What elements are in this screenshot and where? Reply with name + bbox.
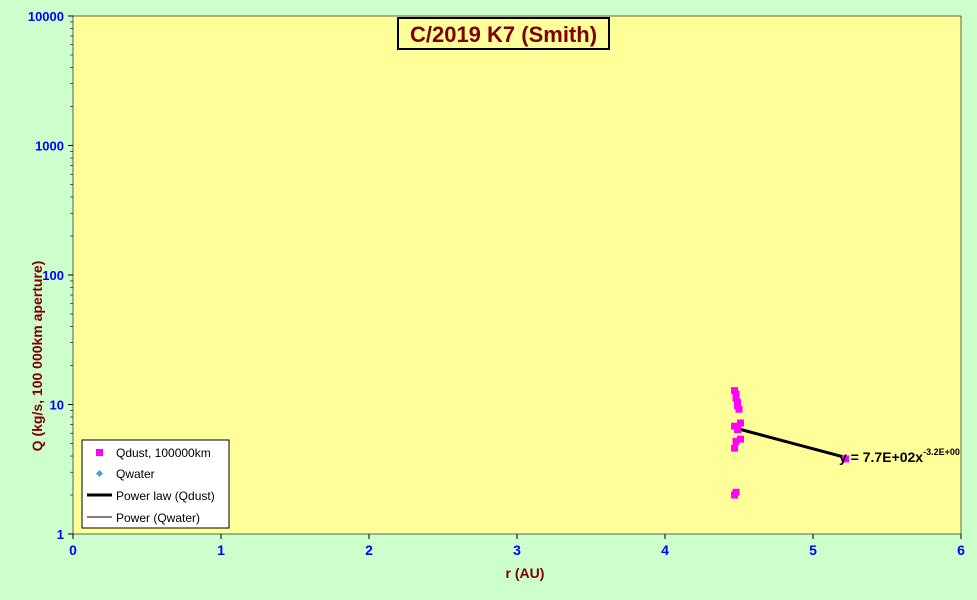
qdust-point <box>736 435 744 443</box>
trendline-power-qdust <box>734 426 846 459</box>
qdust-point <box>734 402 742 410</box>
qdust-point <box>732 394 740 402</box>
legend: Qdust, 100000km Qwater Power law (Qdust)… <box>81 439 230 529</box>
qdust-point <box>731 444 739 452</box>
qdust-point <box>732 437 740 445</box>
qdust-point <box>736 419 744 427</box>
x-tick-label: 3 <box>513 542 521 558</box>
y-axis: 1 10 100 1000 10000 <box>28 9 73 542</box>
legend-label-qdust: Qdust, 100000km <box>116 446 211 460</box>
qdust-point <box>842 455 850 463</box>
legend-label-qwater: Qwater <box>116 467 155 481</box>
legend-box <box>81 439 230 529</box>
qdust-point <box>731 387 739 395</box>
chart-title: C/2019 K7 (Smith) <box>410 22 597 47</box>
qdust-point <box>731 491 739 499</box>
legend-marker-qwater <box>96 470 103 477</box>
x-axis-title: r (AU) <box>506 565 545 581</box>
data-points <box>731 387 850 499</box>
legend-marker-qdust <box>96 449 103 456</box>
x-tick-label: 5 <box>809 542 817 558</box>
x-tick-label: 6 <box>957 542 965 558</box>
y-tick-label: 10 <box>50 398 64 413</box>
x-tick-label: 0 <box>69 542 77 558</box>
legend-label-power-qwater: Power (Qwater) <box>116 511 200 525</box>
y-axis-title: Q (kg/s, 100 000km aperture) <box>29 261 45 452</box>
chart-title-box: C/2019 K7 (Smith) <box>397 17 610 50</box>
x-axis: 0 1 2 3 4 5 6 <box>69 534 965 558</box>
y-tick-label: 100 <box>42 268 64 283</box>
fit-lines <box>734 426 846 459</box>
x-tick-label: 2 <box>365 542 373 558</box>
legend-label-power-qdust: Power law (Qdust) <box>116 489 215 503</box>
y-tick-label: 1 <box>57 527 64 542</box>
trendline-equation: y = 7.7E+02x-3.2E+00 <box>839 447 960 465</box>
trendline-equation-exponent: -3.2E+00 <box>923 447 960 457</box>
qdust-point <box>732 390 740 398</box>
y-tick-label: 10000 <box>28 9 64 24</box>
qdust-point <box>734 426 742 434</box>
qdust-point <box>735 405 743 413</box>
x-tick-label: 1 <box>217 542 225 558</box>
y-tick-label: 1000 <box>35 139 64 154</box>
trendline-equation-main: y = 7.7E+02x <box>839 449 923 465</box>
x-tick-label: 4 <box>661 542 669 558</box>
